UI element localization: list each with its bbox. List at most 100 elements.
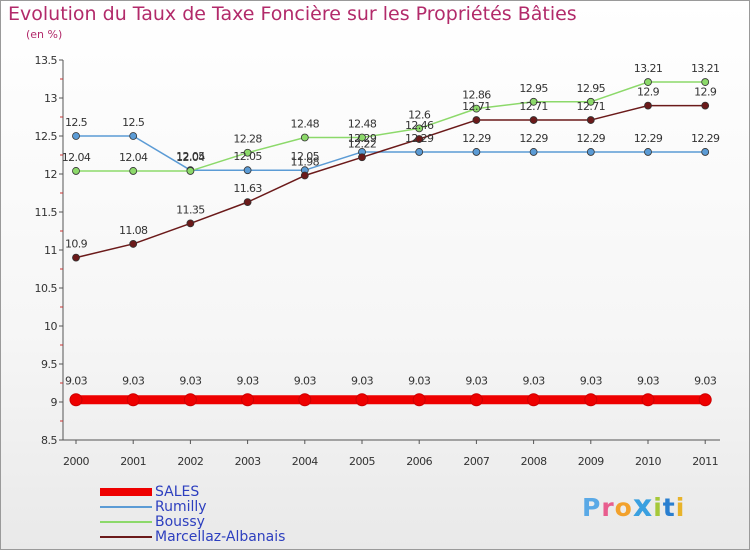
data-point — [472, 104, 481, 113]
data-label: 12.71 — [577, 100, 606, 113]
legend: SALES Rumilly Boussy Marcellaz-Albanais — [100, 484, 285, 544]
series-line-boussy — [75, 81, 706, 172]
data-label: 12.6 — [408, 108, 431, 121]
data-label: 9.03 — [523, 375, 546, 388]
data-label: 9.03 — [122, 375, 145, 388]
data-point — [472, 148, 481, 156]
data-label: 12.5 — [65, 116, 88, 129]
x-tick-label: 2000 — [63, 455, 89, 468]
data-label: 12.04 — [119, 151, 148, 164]
data-label: 12.04 — [176, 151, 205, 164]
data-point — [126, 393, 140, 407]
x-tick-label: 2003 — [235, 455, 261, 468]
data-label: 12.95 — [519, 82, 548, 95]
y-tick-label: 11.5 — [35, 206, 58, 219]
data-label: 12.28 — [233, 133, 262, 146]
x-tick-label: 2004 — [292, 455, 318, 468]
data-point — [586, 116, 595, 124]
legend-swatch — [100, 487, 152, 496]
logo-letter: x — [632, 489, 654, 524]
data-label: 9.03 — [408, 375, 431, 388]
chart-unit-label: (en %) — [26, 28, 63, 41]
data-label: 12.29 — [634, 132, 663, 145]
logo-letter: t — [662, 493, 676, 522]
series-line-rumilly — [75, 135, 706, 171]
logo-letter: i — [675, 493, 686, 522]
data-label: 9.03 — [580, 375, 603, 388]
data-point — [241, 393, 255, 407]
data-label: 13.21 — [691, 62, 720, 75]
data-point — [472, 116, 481, 124]
data-point — [129, 240, 138, 248]
x-tick-label: 2007 — [463, 455, 489, 468]
data-point — [527, 393, 541, 407]
data-point — [701, 101, 710, 110]
legend-label: Rumilly — [155, 498, 207, 515]
data-point — [644, 148, 652, 156]
data-point — [72, 132, 80, 140]
legend-item-sales: SALES — [100, 484, 285, 499]
x-tick-label: 2006 — [406, 455, 432, 468]
x-tick-label: 2001 — [120, 455, 146, 468]
x-tick-label: 2010 — [635, 455, 661, 468]
legend-label: Marcellaz-Albanais — [155, 528, 286, 545]
data-point — [469, 393, 483, 407]
data-label: 12.04 — [62, 151, 91, 164]
data-point — [243, 148, 252, 157]
series-line-marcellaz-albanais — [75, 104, 706, 259]
legend-swatch — [100, 505, 152, 508]
data-label: 12.29 — [405, 132, 434, 145]
data-point — [586, 97, 595, 106]
logo-letter: i — [653, 493, 663, 522]
data-label: 12.29 — [519, 132, 548, 145]
data-label: 9.03 — [465, 375, 488, 388]
legend-item-marcellaz-albanais: Marcellaz-Albanais — [100, 529, 285, 544]
y-tick-label: 9.5 — [41, 358, 57, 371]
data-point — [644, 101, 652, 110]
data-point — [300, 171, 309, 180]
data-label: 12.86 — [462, 89, 491, 102]
data-label: 12.29 — [691, 132, 720, 145]
data-point — [644, 78, 652, 86]
data-point — [358, 133, 366, 142]
y-tick-label: 10 — [44, 320, 57, 333]
data-point — [186, 167, 195, 175]
data-label: 12.71 — [519, 100, 548, 113]
y-tick-label: 13 — [44, 92, 57, 105]
proxiti-logo: Proxiti — [582, 489, 685, 524]
data-label: 12.5 — [122, 116, 145, 129]
data-label: 12.29 — [348, 132, 377, 145]
y-tick-label: 12.5 — [35, 130, 58, 143]
data-label: 9.03 — [237, 375, 260, 388]
data-point — [415, 135, 424, 143]
data-label: 12.9 — [637, 86, 660, 99]
data-point — [243, 166, 252, 175]
data-point — [358, 153, 366, 162]
x-tick-label: 2002 — [177, 455, 203, 468]
data-point — [586, 148, 595, 156]
data-point — [72, 253, 80, 262]
data-label: 9.03 — [65, 375, 88, 388]
data-point — [243, 198, 252, 207]
data-label: 12.95 — [577, 82, 606, 95]
legend-item-boussy: Boussy — [100, 514, 285, 529]
data-point — [701, 148, 710, 156]
data-point — [698, 393, 712, 407]
logo-letter: P — [582, 493, 602, 522]
legend-item-rumilly: Rumilly — [100, 499, 285, 514]
data-label: 9.03 — [694, 375, 717, 388]
data-point — [641, 393, 655, 407]
x-tick-label: 2011 — [692, 455, 718, 468]
data-point — [300, 133, 309, 142]
data-label: 12.22 — [348, 137, 377, 150]
data-point — [412, 393, 426, 407]
data-label: 12.71 — [462, 100, 491, 113]
y-tick-label: 13.5 — [35, 54, 58, 67]
legend-label: Boussy — [155, 513, 205, 530]
data-label: 12.05 — [176, 150, 205, 163]
data-label: 11.98 — [291, 156, 320, 169]
data-point — [415, 124, 424, 133]
data-point — [529, 97, 538, 106]
data-label: 9.03 — [351, 375, 374, 388]
